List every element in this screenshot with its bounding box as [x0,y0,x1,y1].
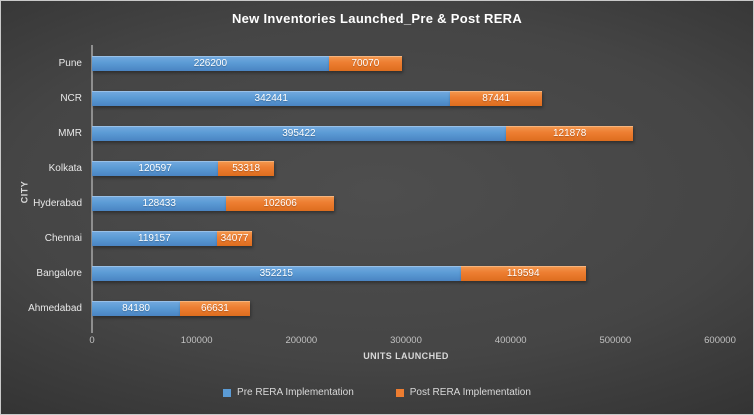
x-tick-label: 400000 [494,335,527,346]
bar-track: 128433 102606 [92,196,720,211]
bar-row: Bangalore 352215 119594 [36,266,720,281]
bar-row: NCR 342441 87441 [60,91,720,106]
data-label: 70070 [351,58,380,69]
x-tick-label: 200000 [285,335,318,346]
data-label: 119157 [138,233,171,244]
legend-item: Pre RERA Implementation [223,387,354,398]
data-label: 84180 [122,303,150,314]
bar-track: 226200 70070 [92,56,720,71]
x-axis-ticks: 0 100000 200000 300000 400000 500000 600000 [89,335,736,347]
legend-label: Pre RERA Implementation [237,387,354,398]
legend-swatch-icon [395,388,404,397]
bar-segment-pre-rera: 342441 [92,91,451,106]
bar-track: 120597 53318 [92,161,720,176]
category-label: Chennai [44,233,82,244]
bar-segment-pre-rera: 119157 [92,231,217,246]
bar-row: Ahmedabad 84180 66631 [28,301,720,316]
category-label: Pune [58,58,82,69]
bar-row: Hyderabad 128433 102606 [33,196,720,211]
x-tick-label: 600000 [704,335,736,346]
bar-segment-post-rera: 119594 [460,266,586,281]
bar-segment-pre-rera: 352215 [92,266,461,281]
category-label: Bangalore [36,268,82,279]
plot-area: Pune 226200 70070 NCR 342441 87441 MMR 395422 12… [28,46,720,326]
y-axis-title: CITY [19,180,30,204]
bar-segment-post-rera: 66631 [180,301,250,316]
bar-segment-pre-rera: 128433 [92,196,227,211]
data-label: 120597 [138,163,172,174]
category-label: MMR [58,128,82,139]
x-tick-label: 100000 [180,335,213,346]
data-label: 395422 [282,128,316,139]
data-label: 102606 [263,198,297,209]
bar-segment-pre-rera: 84180 [92,301,181,316]
category-label: Ahmedabad [28,303,82,314]
data-label: 66631 [201,303,229,314]
bar-rows: Pune 226200 70070 NCR 342441 87441 MMR 395422 12… [28,46,720,326]
x-tick-label: 500000 [599,335,632,346]
bar-track: 119157 34077 [92,231,720,246]
bar-row: Kolkata 120597 53318 [49,161,720,176]
bar-segment-post-rera: 102606 [226,196,334,211]
bar-row: Pune 226200 70070 [59,56,720,71]
y-axis-line [91,45,93,333]
data-label: 53318 [232,163,261,174]
data-label: 34077 [220,233,249,244]
bar-segment-post-rera: 87441 [450,91,542,106]
x-tick-label: 0 [89,335,95,346]
category-label: Hyderabad [33,198,82,209]
legend-swatch-icon [223,388,232,397]
bar-segment-pre-rera: 226200 [92,56,329,71]
data-label: 121878 [552,128,587,139]
bar-track: 84180 66631 [92,301,720,316]
bar-segment-pre-rera: 120597 [92,161,219,176]
chart-title: New Inventories Launched_Pre & Post RERA [231,11,523,26]
legend-label: Post RERA Implementation [409,387,531,398]
data-label: 87441 [482,93,511,104]
bar-segment-post-rera: 70070 [328,56,403,71]
bar-track: 342441 87441 [92,91,720,106]
bar-row: Chennai 119157 34077 [45,231,720,246]
bar-segment-post-rera: 121878 [505,126,634,141]
bar-segment-pre-rera: 395422 [92,126,506,141]
bar-track: 395422 121878 [92,126,720,141]
x-axis-title: UNITS LAUNCHED [363,351,449,361]
bar-row: MMR 395422 121878 [58,126,720,141]
bar-segment-post-rera: 53318 [218,161,275,176]
data-label: 226200 [193,58,228,69]
bar-segment-post-rera: 34077 [216,231,253,246]
data-label: 128433 [142,198,176,209]
legend: Pre RERA Implementation Post RERA Impleme… [1,387,753,398]
data-label: 342441 [254,93,288,104]
data-label: 119594 [506,268,540,279]
category-label: NCR [60,93,82,104]
bar-track: 352215 119594 [92,266,720,281]
x-tick-label: 300000 [390,335,422,346]
legend-item: Post RERA Implementation [395,387,531,398]
category-label: Kolkata [48,163,82,174]
data-label: 352215 [259,268,293,279]
